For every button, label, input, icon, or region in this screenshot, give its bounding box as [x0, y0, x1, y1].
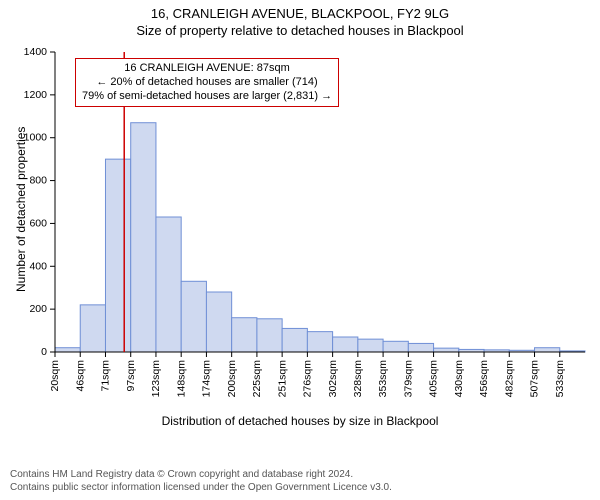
y-tick-label: 1400	[24, 46, 48, 58]
bar	[257, 319, 282, 352]
x-tick-label: 97sqm	[125, 360, 137, 392]
x-tick-label: 353sqm	[377, 360, 389, 398]
x-axis-label: Distribution of detached houses by size …	[0, 414, 600, 428]
annotation-line: 16 CRANLEIGH AVENUE: 87sqm	[82, 62, 332, 76]
x-tick-label: 482sqm	[503, 360, 515, 398]
x-tick-label: 533sqm	[554, 360, 566, 398]
annotation-line: 79% of semi-detached houses are larger (…	[82, 90, 332, 104]
bar	[181, 281, 206, 352]
footer-line: Contains HM Land Registry data © Crown c…	[10, 468, 590, 481]
x-tick-label: 405sqm	[428, 360, 440, 398]
y-tick-label: 600	[29, 217, 47, 229]
bar	[333, 337, 358, 352]
y-tick-label: 400	[29, 260, 47, 272]
footer: Contains HM Land Registry data © Crown c…	[0, 464, 600, 500]
x-tick-label: 174sqm	[201, 360, 213, 398]
x-tick-label: 148sqm	[175, 360, 187, 398]
y-tick-label: 800	[29, 175, 47, 187]
bar	[232, 318, 257, 352]
bar	[383, 341, 408, 352]
x-tick-label: 456sqm	[478, 360, 490, 398]
page-title: 16, CRANLEIGH AVENUE, BLACKPOOL, FY2 9LG	[151, 6, 449, 21]
x-tick-label: 200sqm	[226, 360, 238, 398]
chart-container: 020040060080010001200140020sqm46sqm71sqm…	[0, 42, 600, 464]
annotation-box: 16 CRANLEIGH AVENUE: 87sqm ← 20% of deta…	[75, 58, 339, 107]
bar	[282, 328, 307, 352]
x-tick-label: 507sqm	[529, 360, 541, 398]
bar	[408, 343, 433, 352]
y-tick-label: 1200	[24, 89, 48, 101]
x-tick-label: 46sqm	[74, 360, 86, 392]
bar	[358, 339, 383, 352]
x-tick-label: 71sqm	[100, 360, 112, 392]
x-tick-label: 123sqm	[150, 360, 162, 398]
bar	[156, 217, 181, 352]
y-axis-label: Number of detached properties	[14, 127, 28, 292]
x-tick-label: 302sqm	[327, 360, 339, 398]
x-tick-label: 225sqm	[251, 360, 263, 398]
bar	[535, 348, 560, 352]
page-subtitle: Size of property relative to detached ho…	[136, 23, 463, 38]
bar	[434, 348, 459, 352]
bar	[55, 348, 80, 352]
x-tick-label: 430sqm	[453, 360, 465, 398]
x-tick-label: 328sqm	[352, 360, 364, 398]
bar	[80, 305, 105, 352]
x-tick-label: 20sqm	[49, 360, 61, 392]
x-tick-label: 379sqm	[402, 360, 414, 398]
x-tick-label: 276sqm	[302, 360, 314, 398]
y-tick-label: 0	[41, 346, 47, 358]
bar	[307, 332, 332, 352]
annotation-line: ← 20% of detached houses are smaller (71…	[82, 76, 332, 90]
y-tick-label: 200	[29, 303, 47, 315]
bar	[131, 123, 156, 352]
footer-line: Contains public sector information licen…	[10, 481, 590, 494]
bar	[105, 159, 130, 352]
bar	[206, 292, 231, 352]
x-tick-label: 251sqm	[276, 360, 288, 398]
